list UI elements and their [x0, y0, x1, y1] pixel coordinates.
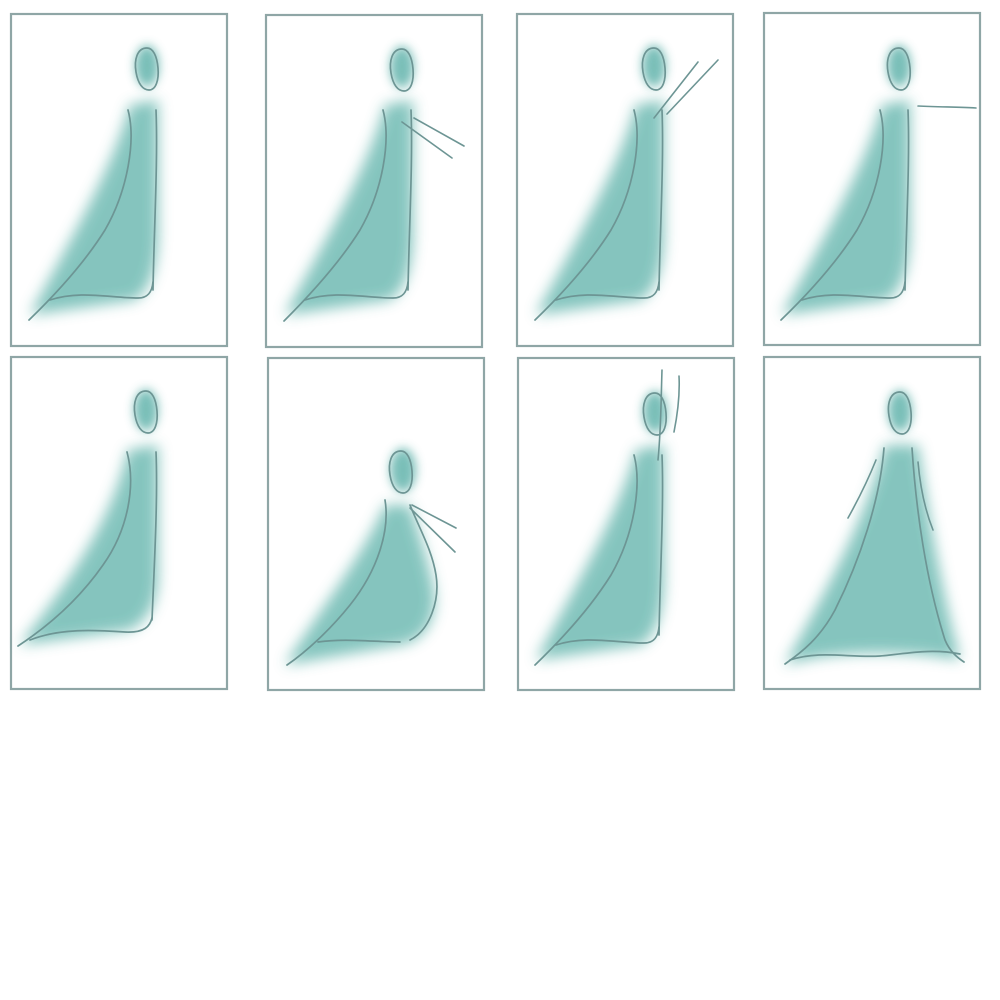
- cloak-shape: [536, 445, 664, 660]
- cloak-back-edge: [658, 109, 664, 291]
- head-outline: [886, 47, 912, 91]
- panel-1: [9, 12, 229, 348]
- head-shape: [887, 45, 911, 87]
- head-outline: [642, 392, 668, 436]
- cloak-shape: [20, 445, 158, 645]
- figure-standing: [534, 369, 681, 666]
- cloak-front-edge: [28, 109, 132, 321]
- panel-7: [516, 356, 736, 692]
- arm-raised-vertical: [657, 369, 681, 461]
- cloak-back-edge: [658, 454, 664, 636]
- cloak-hem: [304, 281, 409, 301]
- cloak-shape: [285, 505, 435, 665]
- cloak-right-edge: [911, 447, 965, 663]
- cloak-back-edge: [151, 451, 158, 621]
- figure-crouching: [285, 448, 457, 666]
- figure-standing: [28, 45, 160, 321]
- cloak-front-edge: [17, 451, 132, 647]
- panel-3: [515, 12, 735, 348]
- figure-front-facing: [784, 390, 965, 665]
- arm-extended: [917, 105, 977, 109]
- panel-2: [264, 13, 484, 349]
- cloak-hem: [555, 281, 660, 301]
- cloak-front-edge: [283, 109, 387, 322]
- cloak-back-edge: [409, 504, 438, 641]
- arm-pointing: [401, 117, 465, 159]
- head-shape: [134, 389, 158, 431]
- cloak-shape: [30, 100, 158, 315]
- head-outline: [133, 390, 159, 434]
- panel-4: [762, 11, 982, 347]
- figure-standing: [534, 45, 719, 321]
- cloak-hem: [801, 281, 906, 301]
- cloak-shape: [782, 100, 910, 315]
- cloak-shape: [285, 100, 413, 315]
- head-outline: [887, 391, 913, 435]
- panel-8: [762, 355, 982, 691]
- head-shape: [888, 390, 912, 432]
- cloak-back-edge: [904, 109, 910, 291]
- head-shape: [135, 45, 159, 87]
- cloak-hem: [555, 626, 660, 646]
- cloak-front-edge: [286, 499, 387, 666]
- head-shape: [390, 46, 414, 88]
- panel-5: [9, 355, 229, 691]
- cloak-front-edge: [780, 109, 884, 321]
- arm-left: [847, 459, 877, 519]
- cloak-front-edge: [534, 109, 638, 321]
- figure-standing: [780, 45, 977, 321]
- cloak-hem: [49, 281, 154, 301]
- cloak-front-edge: [534, 454, 638, 666]
- cloak-hem: [789, 650, 961, 661]
- cloak-hem: [317, 639, 401, 643]
- cloak-back-edge: [152, 109, 158, 291]
- figure-standing: [17, 389, 159, 647]
- figure-standing: [283, 46, 465, 322]
- head-shape: [642, 45, 666, 87]
- head-outline: [641, 47, 667, 91]
- head-outline: [134, 47, 160, 91]
- head-outline: [389, 48, 415, 92]
- arm-right: [917, 461, 934, 531]
- arm-pointing: [409, 504, 457, 553]
- cloak-hem: [29, 617, 153, 641]
- arm-raised: [653, 59, 719, 119]
- panel-6: [266, 356, 486, 692]
- cloak-left-edge: [784, 447, 885, 665]
- cloak-shape: [536, 100, 664, 315]
- head-outline: [388, 450, 414, 494]
